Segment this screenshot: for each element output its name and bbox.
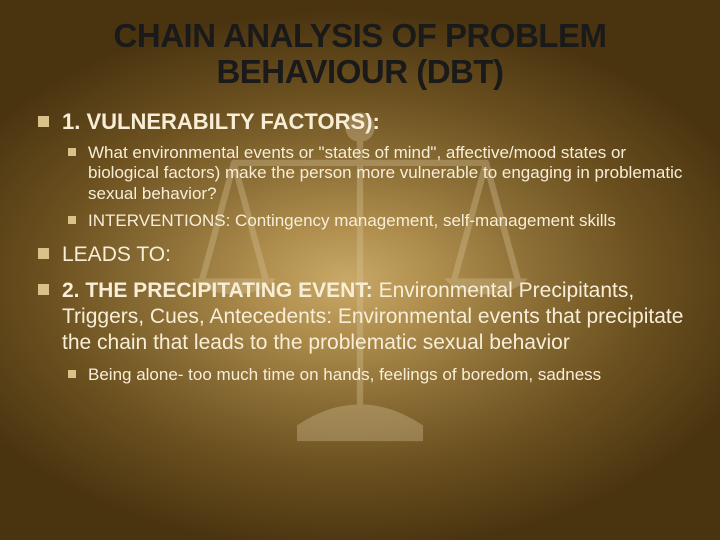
item-text-wrapper: 2. THE PRECIPITATING EVENT: Environmenta… xyxy=(62,279,683,355)
list-item: 1. VULNERABILTY FACTORS): What environme… xyxy=(34,109,692,232)
list-item: 2. THE PRECIPITATING EVENT: Environmenta… xyxy=(34,278,692,385)
item-text: LEADS TO: xyxy=(62,243,171,266)
slide-content: 1. VULNERABILTY FACTORS): What environme… xyxy=(28,109,692,386)
item-heading: 1. VULNERABILTY FACTORS): xyxy=(62,109,380,134)
item-text: INTERVENTIONS: Contingency management, s… xyxy=(88,211,616,230)
list-item: LEADS TO: xyxy=(34,242,692,268)
list-item: INTERVENTIONS: Contingency management, s… xyxy=(62,211,692,232)
bullet-list-level2: Being alone- too much time on hands, fee… xyxy=(62,365,692,386)
list-item: What environmental events or "states of … xyxy=(62,143,692,205)
item-text: What environmental events or "states of … xyxy=(88,143,682,203)
bullet-list-level1: 1. VULNERABILTY FACTORS): What environme… xyxy=(34,109,692,386)
bullet-list-level2: What environmental events or "states of … xyxy=(62,143,692,232)
slide-title: CHAIN ANALYSIS OF PROBLEM BEHAVIOUR (DBT… xyxy=(28,18,692,109)
item-text: Being alone- too much time on hands, fee… xyxy=(88,365,601,384)
list-item: Being alone- too much time on hands, fee… xyxy=(62,365,692,386)
slide: CHAIN ANALYSIS OF PROBLEM BEHAVIOUR (DBT… xyxy=(0,0,720,540)
item-prefix: 2. THE PRECIPITATING EVENT: xyxy=(62,279,379,302)
